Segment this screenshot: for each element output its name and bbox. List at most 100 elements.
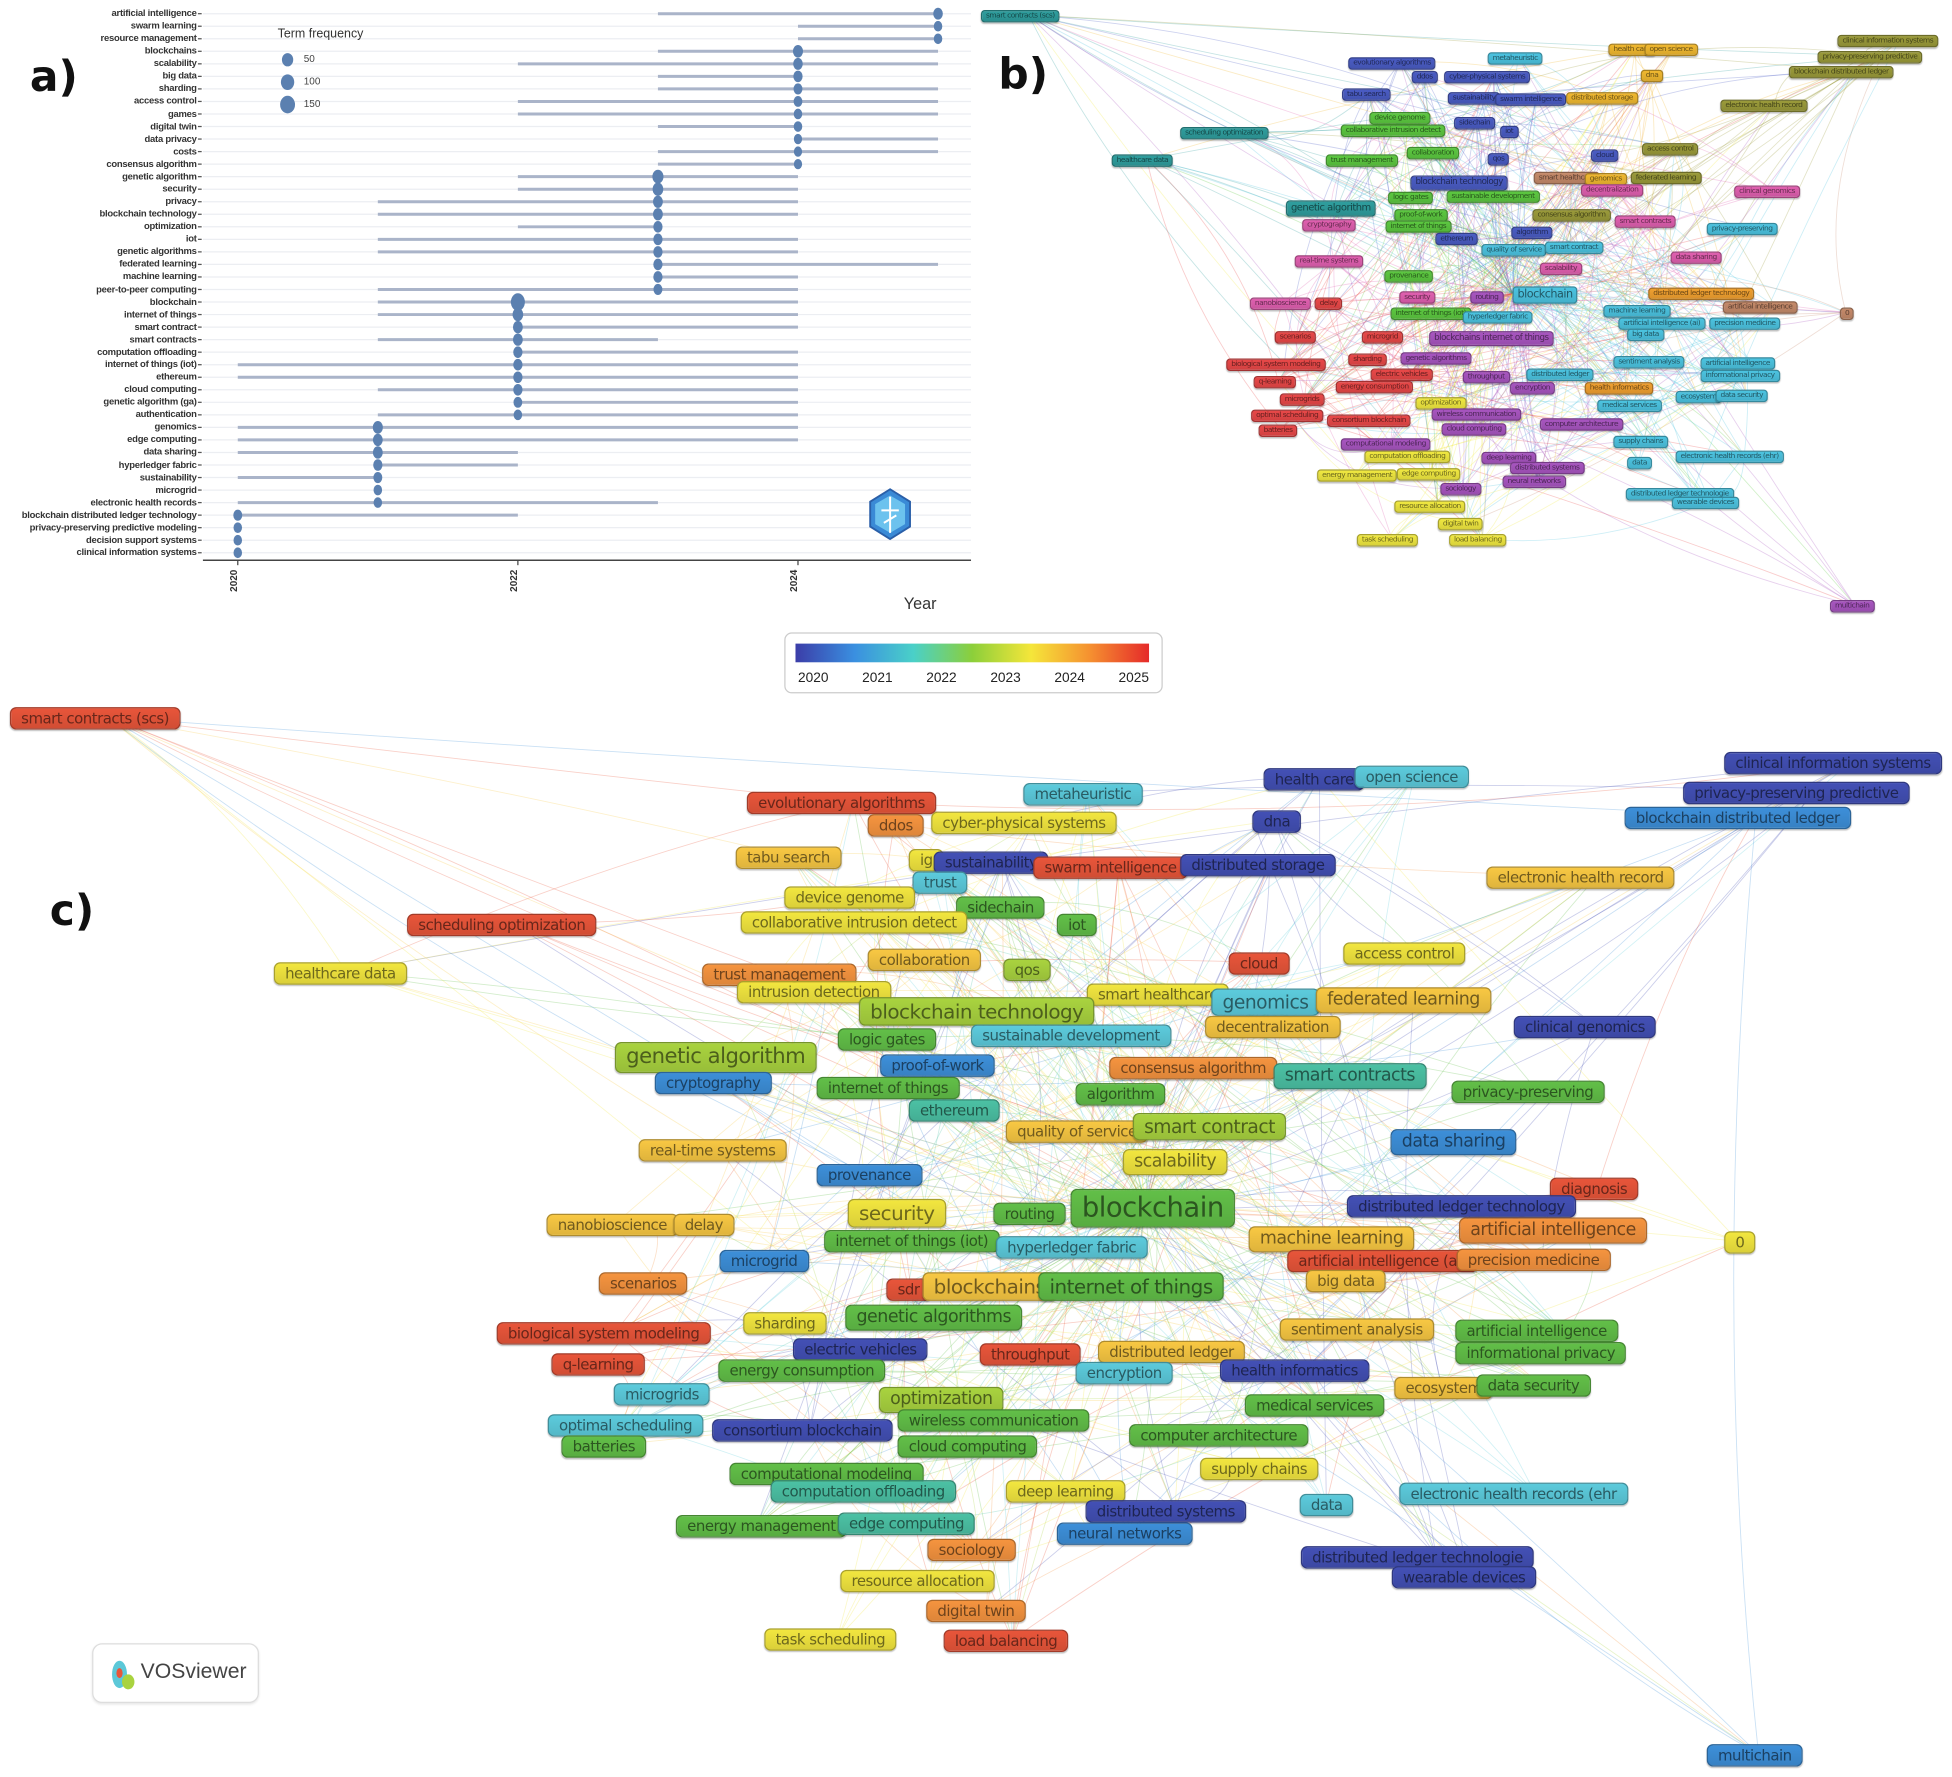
network-edge	[1028, 14, 1391, 444]
term-median-dot	[372, 433, 383, 447]
network-node: wireless communication	[1431, 408, 1521, 421]
vosviewer-logo-text: VOSviewer	[140, 1659, 247, 1684]
term-median-dot	[233, 522, 243, 534]
term-label: optimization	[143, 220, 197, 232]
network-edge	[1028, 14, 1285, 364]
network-node: distributed systems	[1085, 1499, 1247, 1523]
network-node: quality of service	[1481, 243, 1547, 257]
network-edge	[1231, 131, 1673, 178]
network-edge	[1148, 1141, 1460, 1287]
term-median-dot	[653, 271, 663, 283]
network-edge	[1231, 131, 1513, 295]
network-edge	[1512, 271, 1713, 295]
network-edge	[1336, 74, 1651, 209]
colorbar-tick-label: 2025	[1118, 671, 1150, 686]
network-edge	[926, 858, 1323, 1405]
network-node: data security	[1715, 389, 1768, 402]
network-node: swarm intelligence	[1033, 855, 1188, 879]
network-node: multichain	[1706, 1743, 1803, 1767]
term-label: artificial intelligence	[111, 7, 197, 19]
network-node: consensus algorithm	[1532, 208, 1611, 222]
network-edge	[1028, 14, 1489, 297]
network-edge	[1498, 130, 1513, 294]
network-node: optimal scheduling	[1251, 409, 1324, 422]
network-edge	[929, 792, 1089, 1580]
network-node: qos	[1487, 152, 1510, 166]
term-label: costs	[173, 145, 197, 157]
network-node: consensus algorithm	[1109, 1056, 1278, 1080]
network-node: data security	[1476, 1373, 1591, 1397]
network-edge	[1476, 39, 1900, 429]
term-median-dot	[373, 471, 383, 484]
network-edge	[1282, 302, 1445, 403]
network-node: security	[1399, 291, 1436, 304]
network-edge	[901, 1086, 1130, 1533]
term-median-dot	[513, 396, 523, 408]
term-median-dot	[793, 146, 803, 157]
network-node: scheduling optimization	[1180, 126, 1268, 140]
network-edge	[1028, 14, 1511, 132]
network-node: throughput	[979, 1342, 1081, 1366]
network-edge	[1304, 129, 1408, 399]
colorbar-tick-label: 2020	[797, 671, 829, 686]
network-node: federated learning	[1315, 987, 1492, 1014]
network-node: scheduling optimization	[407, 913, 597, 936]
network-edge	[1390, 48, 1674, 444]
network-edge	[1321, 1403, 1759, 1755]
network-edge	[1577, 246, 1846, 313]
network-edge	[513, 923, 1146, 1208]
network-node: scalability	[1122, 1149, 1228, 1176]
network-node: trust management	[1325, 154, 1398, 167]
network-node: real-time systems	[1294, 254, 1364, 268]
network-edge	[1274, 820, 1596, 1027]
network-edge	[985, 1010, 1542, 1385]
term-label: blockchain distributed ledger technology	[21, 508, 197, 521]
network-node: evolutionary algorithms	[1348, 57, 1436, 70]
network-node: encryption	[1510, 381, 1556, 395]
network-edge	[1001, 861, 1437, 1557]
network-edge	[1231, 131, 1505, 317]
network-node: internet of things (iot)	[824, 1229, 1000, 1253]
term-label: decision support systems	[86, 533, 197, 546]
network-node: data	[1299, 1493, 1354, 1517]
network-edge	[1028, 14, 1676, 149]
network-edge	[1408, 274, 1554, 468]
network-node: big data	[1627, 328, 1664, 341]
network-node: quality of service	[1005, 1119, 1148, 1143]
network-edge	[1384, 176, 1572, 337]
network-edge	[1423, 75, 1513, 295]
network-edge	[1488, 48, 1674, 297]
network-node: trust	[912, 870, 968, 894]
network-edge	[1640, 147, 1684, 311]
network-node: edge computing	[1396, 467, 1461, 481]
term-label: swarm learning	[130, 19, 197, 32]
term-label: microgrid	[155, 483, 197, 496]
network-node: multichain	[1830, 599, 1875, 613]
network-edge	[1079, 923, 1554, 1353]
network-node: artificial intelligence	[1455, 1319, 1619, 1342]
vosviewer-logo-icon	[112, 1660, 135, 1690]
term-label: genomics	[154, 421, 197, 433]
trend-chart-plot	[197, 7, 972, 566]
network-node: microgrids	[613, 1382, 711, 1406]
network-node: cloud	[1590, 149, 1619, 162]
network-edge	[1408, 274, 1478, 429]
network-node: metaheuristic	[1023, 782, 1143, 806]
legend-label: 100	[303, 75, 321, 88]
network-node: ethereum	[908, 1098, 1000, 1122]
network-node: blockchain	[1070, 1188, 1235, 1228]
network-node: clinical information systems	[1837, 34, 1939, 48]
term-median-dot	[513, 358, 523, 371]
term-median-dot	[233, 509, 243, 521]
network-edge	[646, 1281, 976, 1549]
term-label: internet of things (iot)	[104, 358, 197, 370]
term-median-dot	[653, 221, 663, 233]
network-node: edge computing	[837, 1512, 976, 1535]
network-node: smart contracts (scs)	[980, 9, 1060, 23]
network-edge	[1146, 158, 1410, 276]
network-node: precision medicine	[1709, 317, 1781, 330]
network-edge	[1028, 14, 1882, 57]
network-edge	[1409, 154, 1606, 374]
network-node: resource allocation	[840, 1569, 996, 1592]
network-edge	[1699, 256, 1749, 456]
